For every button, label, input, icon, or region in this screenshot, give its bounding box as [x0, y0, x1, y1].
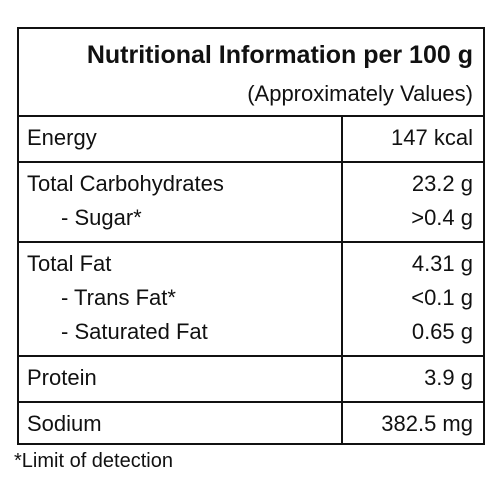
nutrient-value: 3.9 g [424, 365, 473, 390]
footnote: *Limit of detection [14, 450, 173, 472]
row-divider [19, 161, 483, 163]
nutrient-value: <0.1 g [411, 285, 473, 310]
nutrient-label: - Sugar* [61, 205, 142, 230]
row-divider [19, 241, 483, 243]
nutrient-label: Sodium [27, 411, 102, 436]
nutrient-label: Total Carbohydrates [27, 171, 224, 196]
nutrient-label: - Trans Fat* [61, 285, 176, 310]
nutrient-label: Total Fat [27, 251, 112, 276]
nutrient-label: - Saturated Fat [61, 319, 208, 344]
table-subtitle: (Approximately Values) [247, 81, 473, 106]
nutrient-value: 147 kcal [391, 125, 473, 150]
row-divider [19, 115, 483, 117]
nutrient-value: 0.65 g [411, 319, 473, 344]
nutrient-value: 23.2 g [411, 171, 473, 196]
nutrient-label: Protein [27, 365, 97, 390]
nutrition-table: Nutritional Information per 100 g (Appro… [17, 27, 485, 445]
nutrient-value: >0.4 g [411, 205, 473, 230]
row-divider [19, 355, 483, 357]
table-title: Nutritional Information per 100 g [86, 41, 473, 69]
nutrient-value: 4.31 g [411, 251, 473, 276]
nutrient-label: Energy [27, 125, 97, 150]
row-divider [19, 401, 483, 403]
nutrient-value: 382.5 mg [381, 411, 473, 436]
column-divider [341, 115, 343, 443]
